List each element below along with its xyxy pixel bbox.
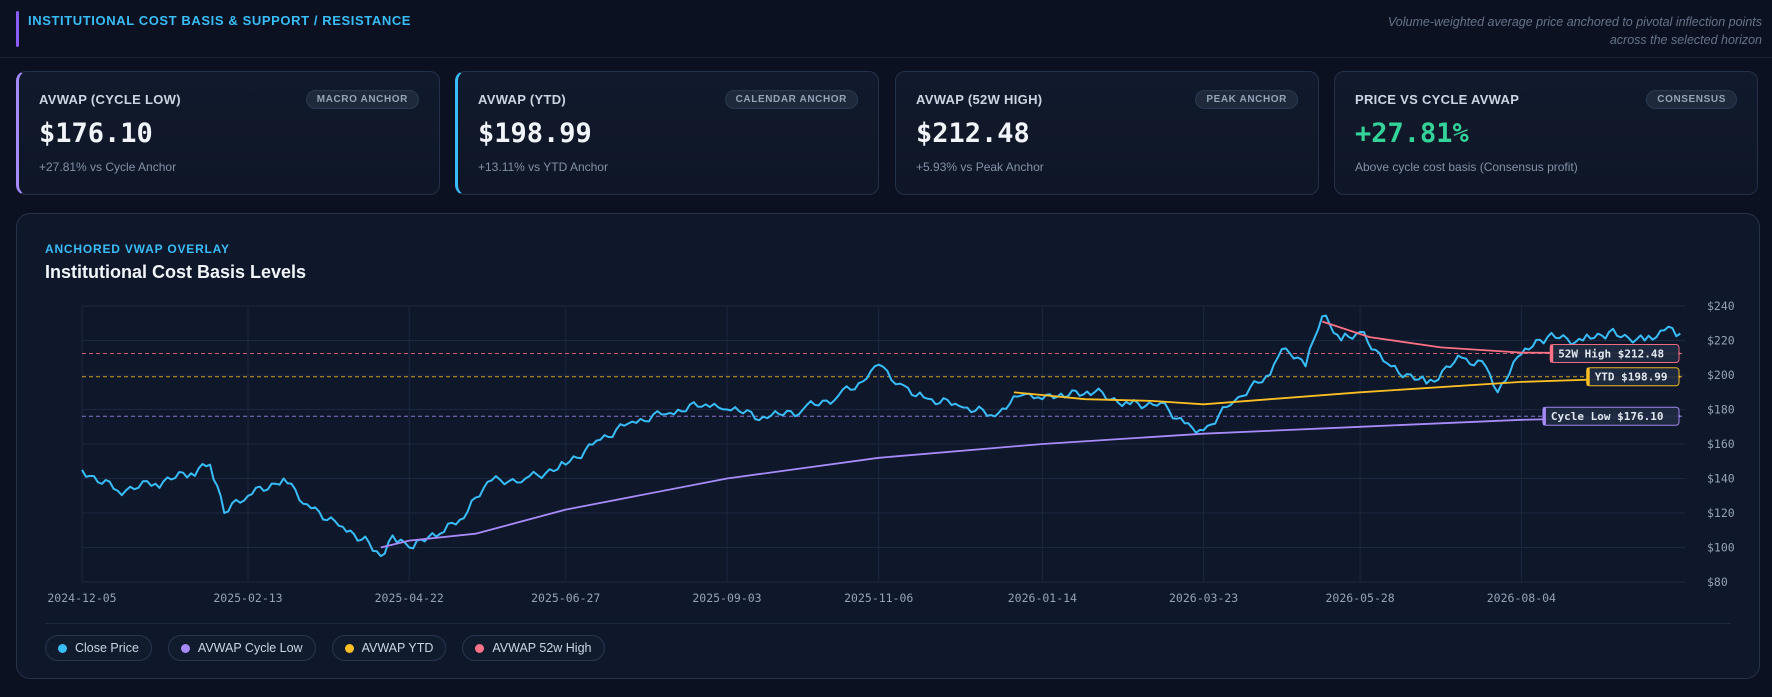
card-badge: CALENDAR ANCHOR (724, 90, 858, 109)
card-badge: PEAK ANCHOR (1195, 90, 1298, 109)
x-tick-label: 2025-04-22 (375, 591, 444, 605)
y-tick-label: $160 (1707, 437, 1735, 451)
card-subtext: +5.93% vs Peak Anchor (916, 160, 1044, 174)
y-tick-label: $120 (1707, 506, 1735, 520)
legend-item-close-price[interactable]: Close Price (45, 635, 152, 661)
y-tick-label: $80 (1707, 575, 1728, 589)
card-avwap-cycle-low: AVWAP (CYCLE LOW) MACRO ANCHOR $176.10 +… (16, 71, 440, 195)
page-header: INSTITUTIONAL COST BASIS & SUPPORT / RES… (16, 11, 1762, 47)
legend-divider (45, 623, 1731, 624)
card-label: AVWAP (CYCLE LOW) (39, 92, 181, 107)
page-subtitle: Volume-weighted average price anchored t… (1242, 13, 1762, 49)
avwap-chart: $80 $100 $120 $140 $160 $180 $200 $220 $240 2024-… (47, 299, 1735, 605)
legend-label: AVWAP YTD (361, 641, 434, 655)
card-value: $198.99 (478, 118, 592, 149)
y-tick-label: $200 (1707, 368, 1735, 382)
legend-dot (475, 643, 485, 653)
chart-legend: Close Price AVWAP Cycle Low AVWAP YTD AV… (45, 635, 605, 661)
level-tag-cycle-low-accent (1542, 407, 1546, 426)
header-accent-bar (16, 11, 19, 47)
card-value: +27.81% (1355, 118, 1469, 149)
page-title: INSTITUTIONAL COST BASIS & SUPPORT / RES… (28, 13, 412, 28)
card-avwap-52w-high: AVWAP (52W HIGH) PEAK ANCHOR $212.48 +5.… (895, 71, 1319, 195)
y-tick-label: $100 (1707, 541, 1735, 555)
card-subtext: Above cycle cost basis (Consensus profit… (1355, 160, 1578, 174)
x-tick-label: 2026-05-28 (1326, 591, 1395, 605)
legend-label: AVWAP Cycle Low (197, 641, 303, 655)
x-tick-label: 2025-09-03 (692, 591, 761, 605)
y-tick-label: $180 (1707, 403, 1735, 417)
y-tick-label: $220 (1707, 334, 1735, 348)
avwap-cycle-low-line (380, 415, 1681, 549)
x-tick-label: 2025-06-27 (531, 591, 600, 605)
card-badge: CONSENSUS (1646, 90, 1737, 109)
legend-dot (58, 643, 67, 653)
card-value: $212.48 (916, 118, 1030, 149)
x-tick-label: 2025-11-06 (844, 591, 913, 605)
chart-title: Institutional Cost Basis Levels (45, 262, 307, 282)
card-price-vs-cycle-avwap: PRICE VS CYCLE AVWAP CONSENSUS +27.81% A… (1334, 71, 1758, 195)
legend-item-avwap-cycle-low[interactable]: AVWAP Cycle Low (167, 635, 316, 661)
x-tick-label: 2026-01-14 (1008, 591, 1077, 605)
page-subtitle-line-2: across the selected horizon (1609, 33, 1762, 47)
page-subtitle-line-1: Volume-weighted average price anchored t… (1387, 15, 1762, 29)
card-subtext: +13.11% vs YTD Anchor (478, 160, 608, 174)
legend-dot (180, 643, 190, 653)
x-tick-label: 2024-12-05 (47, 591, 116, 605)
chart-kicker: ANCHORED VWAP OVERLAY (45, 242, 230, 256)
level-tag-ytd-accent (1586, 367, 1590, 386)
close-price-line (81, 314, 1681, 558)
level-tag-cycle-low: Cycle Low $176.10 (1551, 410, 1664, 423)
legend-item-avwap-52w-high[interactable]: AVWAP 52w High (462, 635, 605, 661)
y-tick-label: $240 (1707, 299, 1735, 313)
avwap-ytd-line (1013, 375, 1681, 406)
legend-label: Close Price (75, 641, 139, 655)
chart-panel: $80 $100 $120 $140 $160 $180 $200 $220 $240 2024-… (16, 213, 1760, 679)
legend-dot (344, 643, 354, 653)
card-badge: MACRO ANCHOR (305, 90, 419, 109)
card-label: AVWAP (52W HIGH) (916, 92, 1043, 107)
legend-item-avwap-ytd[interactable]: AVWAP YTD (331, 635, 447, 661)
level-tag-52w-high-accent (1550, 344, 1554, 363)
x-tick-label: 2026-08-04 (1487, 591, 1556, 605)
level-tag-52w-high: 52W High $212.48 (1558, 347, 1664, 360)
card-value: $176.10 (39, 118, 153, 149)
legend-label: AVWAP 52w High (492, 641, 592, 655)
header-divider (0, 57, 1772, 58)
card-label: PRICE VS CYCLE AVWAP (1355, 92, 1520, 107)
x-tick-label: 2025-02-13 (213, 591, 282, 605)
card-subtext: +27.81% vs Cycle Anchor (39, 160, 177, 174)
card-avwap-ytd: AVWAP (YTD) CALENDAR ANCHOR $198.99 +13.… (455, 71, 879, 195)
card-label: AVWAP (YTD) (478, 92, 567, 107)
y-tick-label: $140 (1707, 472, 1735, 486)
level-tag-ytd: YTD $198.99 (1595, 371, 1668, 384)
x-tick-label: 2026-03-23 (1169, 591, 1238, 605)
